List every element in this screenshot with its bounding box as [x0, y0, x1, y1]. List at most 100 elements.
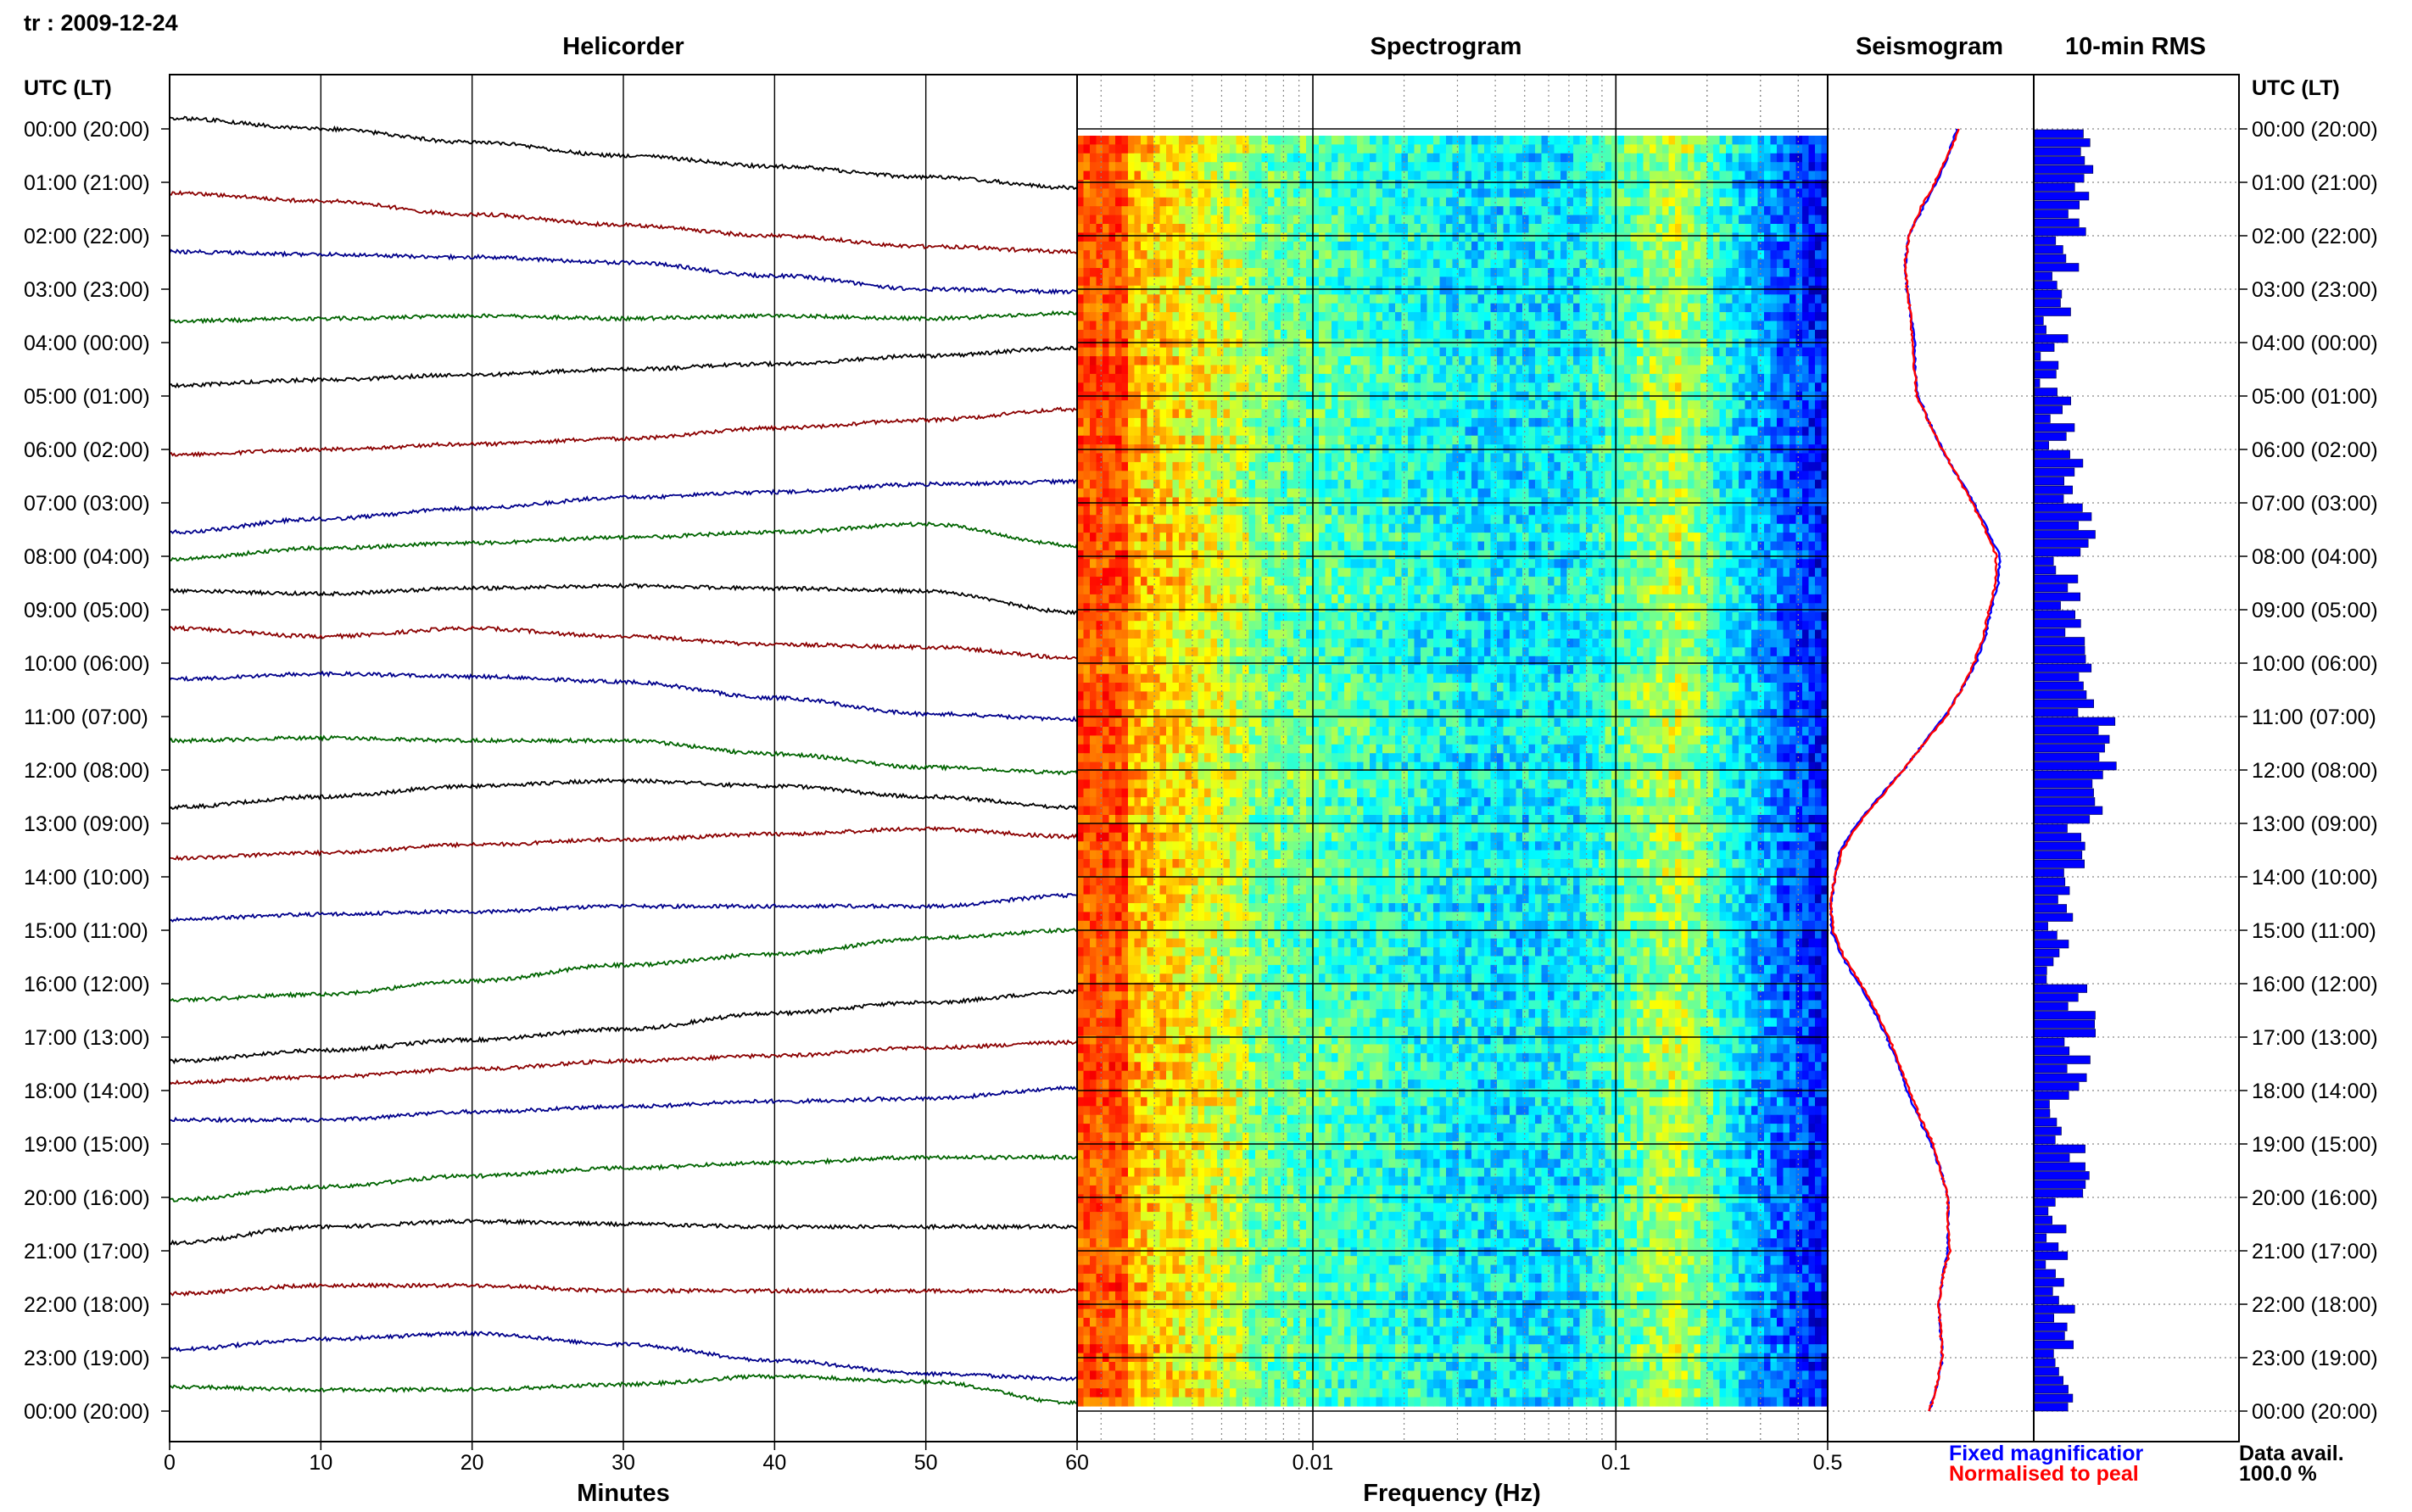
- spectrogram-cell: [1795, 144, 1803, 154]
- spectrogram-cell: [1192, 162, 1199, 172]
- spectrogram-cell: [1739, 188, 1746, 198]
- spectrogram-cell: [1548, 356, 1555, 366]
- spectrogram-cell: [1096, 488, 1103, 499]
- spectrogram-cell: [1624, 232, 1632, 243]
- spectrogram-cell: [1299, 259, 1307, 269]
- spectrogram-cell: [1134, 356, 1142, 366]
- spectrogram-cell: [1287, 338, 1294, 349]
- spectrogram-cell: [1757, 153, 1765, 163]
- spectrogram-cell: [1592, 250, 1600, 260]
- spectrogram-cell: [1484, 259, 1492, 269]
- spectrogram-cell: [1319, 329, 1326, 339]
- spectrogram-cell: [1541, 206, 1549, 216]
- spectrogram-cell: [1147, 471, 1154, 481]
- spectrogram-cell: [1255, 197, 1263, 207]
- spectrogram-cell: [1248, 435, 1256, 445]
- spectrogram-cell: [1179, 259, 1186, 269]
- spectrogram-cell: [1108, 136, 1116, 145]
- spectrogram-cell: [1332, 471, 1339, 481]
- spectrogram-cell: [1770, 479, 1778, 489]
- spectrogram-cell: [1350, 497, 1358, 507]
- spectrogram-cell: [1510, 136, 1517, 145]
- spectrogram-cell: [1306, 250, 1314, 260]
- spectrogram-cell: [1650, 365, 1657, 375]
- spectrogram-cell: [1255, 224, 1263, 233]
- spectrogram-cell: [1395, 303, 1403, 313]
- spectrogram-cell: [1274, 197, 1281, 207]
- spectrogram-cell: [1185, 276, 1192, 287]
- spectrogram-cell: [1439, 338, 1447, 349]
- spectrogram-cell: [1777, 409, 1784, 419]
- spectrogram-cell: [1185, 382, 1192, 393]
- spectrogram-cell: [1739, 268, 1746, 277]
- spectrogram-cell: [1541, 329, 1549, 339]
- spectrogram-cell: [1439, 453, 1447, 463]
- spectrogram-cell: [1579, 497, 1587, 507]
- spectrogram-cell: [1471, 303, 1479, 313]
- spectrogram-cell: [1268, 215, 1276, 225]
- spectrogram-cell: [1739, 162, 1746, 172]
- spectrogram-cell: [1198, 356, 1205, 366]
- spectrogram-cell: [1528, 180, 1536, 189]
- spectrogram-cell: [1503, 144, 1510, 154]
- spectrogram-cell: [1293, 409, 1301, 419]
- spectrogram-cell: [1554, 365, 1561, 375]
- spectrogram-cell: [1268, 197, 1276, 207]
- spectrogram-cell: [1497, 180, 1505, 189]
- spectrogram-cell: [1108, 338, 1116, 349]
- spectrogram-cell: [1579, 461, 1587, 471]
- spectrogram-cell: [1134, 180, 1142, 189]
- spectrogram-cell: [1528, 188, 1536, 198]
- spectrogram-cell: [1395, 276, 1403, 287]
- spectrogram-cell: [1815, 232, 1823, 243]
- spectrogram-cell: [1802, 153, 1810, 163]
- spectrogram-cell: [1630, 338, 1638, 349]
- spectrogram-cell: [1382, 224, 1390, 233]
- spectrogram-cell: [1312, 215, 1320, 225]
- spectrogram-cell: [1395, 488, 1403, 499]
- spectrogram-cell: [1706, 338, 1714, 349]
- spectrogram-cell: [1477, 162, 1485, 172]
- spectrogram-cell: [1281, 215, 1288, 225]
- spectrogram-cell: [1808, 488, 1816, 499]
- spectrogram-cell: [1599, 338, 1606, 349]
- spectrogram-cell: [1204, 162, 1212, 172]
- spectrogram-cell: [1777, 259, 1784, 269]
- spectrogram-cell: [1637, 479, 1644, 489]
- spectrogram-cell: [1713, 453, 1721, 463]
- spectrogram-cell: [1630, 294, 1638, 304]
- spectrogram-cell: [1166, 215, 1174, 225]
- spectrogram-cell: [1471, 232, 1479, 243]
- spectrogram-cell: [1261, 356, 1269, 366]
- spectrogram-cell: [1223, 312, 1231, 322]
- spectrogram-cell: [1668, 285, 1676, 295]
- spectrogram-cell: [1497, 170, 1505, 181]
- spectrogram-cell: [1548, 153, 1555, 163]
- spectrogram-cell: [1108, 180, 1116, 189]
- spectrogram-cell: [1408, 321, 1415, 331]
- spectrogram-cell: [1751, 400, 1759, 410]
- spectrogram-cell: [1795, 232, 1803, 243]
- spectrogram-cell: [1210, 409, 1218, 419]
- spectrogram-cell: [1617, 365, 1625, 375]
- spectrogram-cell: [1281, 347, 1288, 357]
- spectrogram-cell: [1579, 312, 1587, 322]
- spectrogram-cell: [1490, 356, 1498, 366]
- spectrogram-cell: [1274, 365, 1281, 375]
- spectrogram-cell: [1179, 373, 1186, 383]
- spectrogram-cell: [1306, 497, 1314, 507]
- spectrogram-cell: [1337, 197, 1345, 207]
- spectrogram-cell: [1643, 471, 1650, 481]
- spectrogram-cell: [1198, 250, 1205, 260]
- spectrogram-cell: [1210, 417, 1218, 427]
- spectrogram-cell: [1700, 224, 1708, 233]
- spectrogram-cell: [1299, 417, 1307, 427]
- spectrogram-cell: [1586, 373, 1594, 383]
- spectrogram-cell: [1204, 144, 1212, 154]
- spectrogram-cell: [1624, 382, 1632, 393]
- spectrogram-cell: [1662, 409, 1670, 419]
- spectrogram-cell: [1096, 162, 1103, 172]
- spectrogram-cell: [1077, 197, 1085, 207]
- spectrogram-cell: [1795, 417, 1803, 427]
- spectrogram-cell: [1172, 461, 1180, 471]
